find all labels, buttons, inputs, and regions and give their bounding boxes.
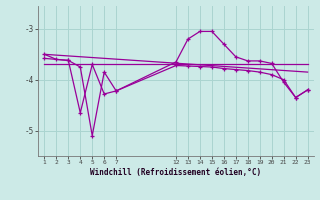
X-axis label: Windchill (Refroidissement éolien,°C): Windchill (Refroidissement éolien,°C) xyxy=(91,168,261,177)
